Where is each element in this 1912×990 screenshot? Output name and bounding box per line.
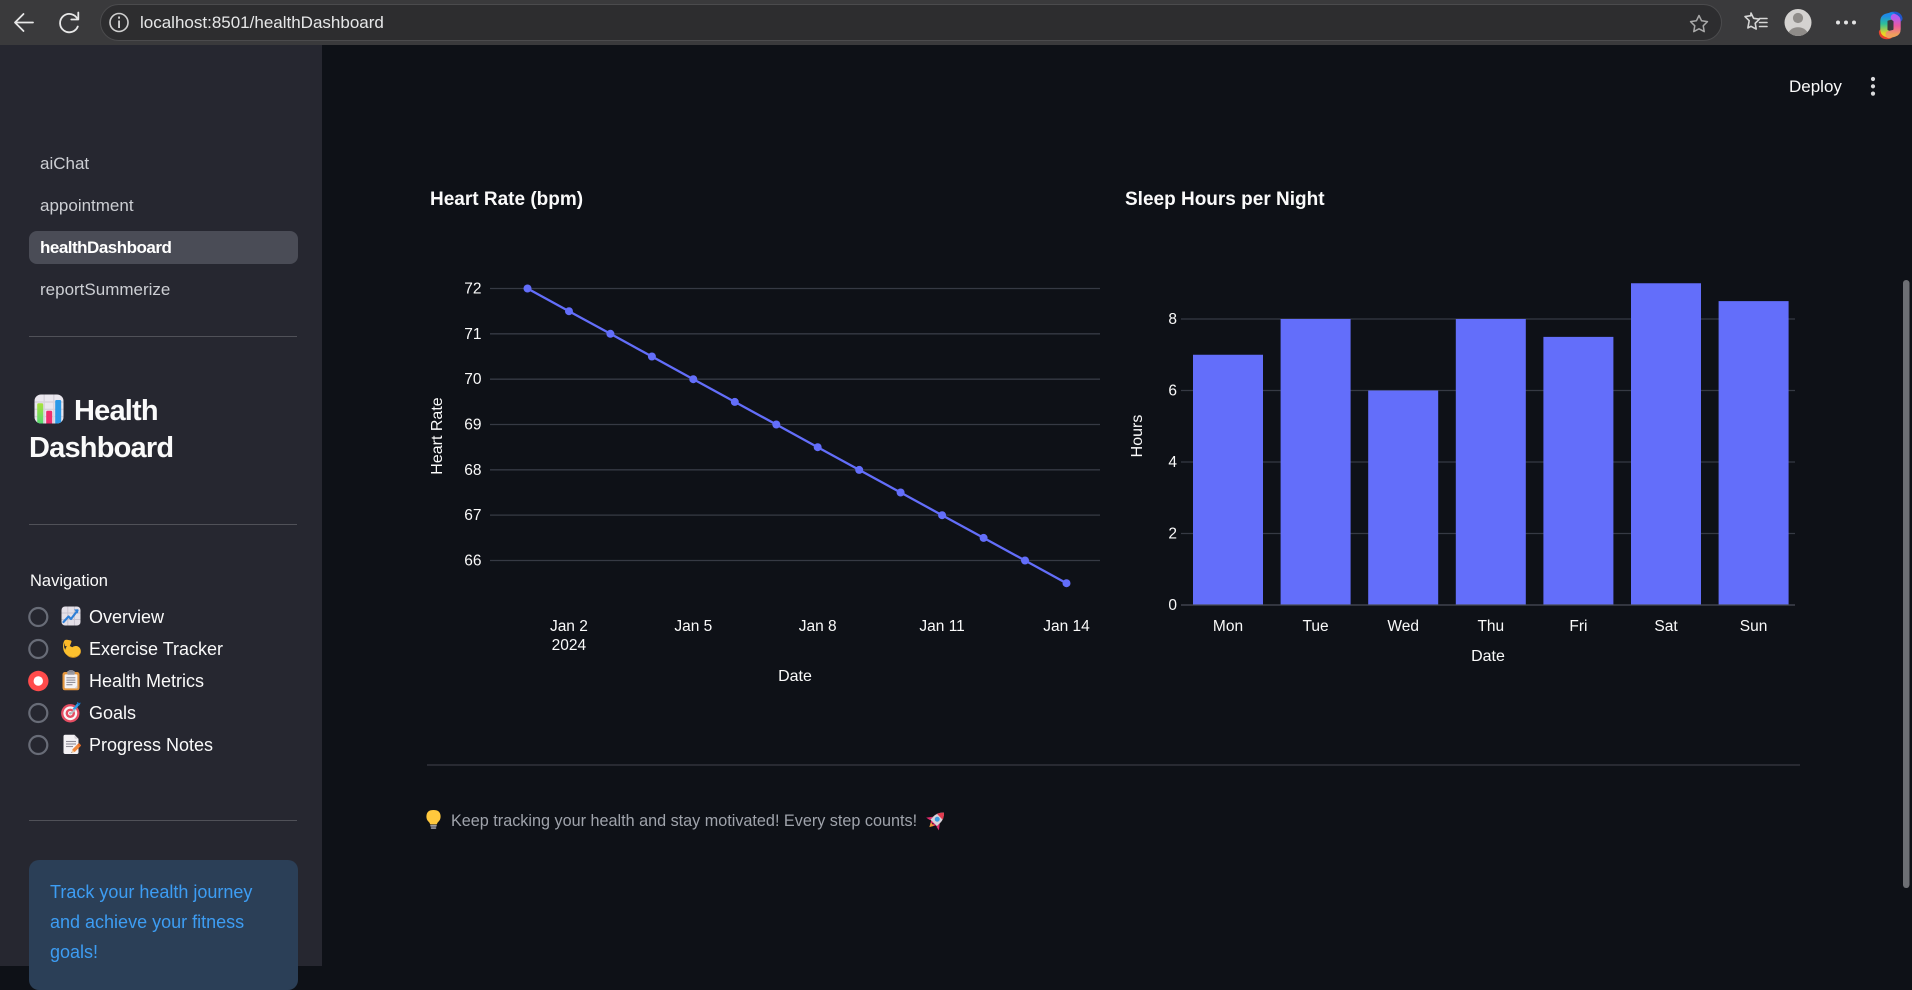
svg-text:6: 6 [1168, 383, 1177, 400]
svg-text:Jan 11: Jan 11 [919, 618, 964, 635]
svg-text:Sleep Hours per Night: Sleep Hours per Night [1125, 189, 1325, 210]
svg-text:Fri: Fri [1569, 618, 1587, 635]
svg-text:Heart Rate (bpm): Heart Rate (bpm) [430, 189, 583, 210]
svg-text:67: 67 [464, 507, 481, 524]
svg-text:4: 4 [1168, 454, 1177, 471]
svg-text:72: 72 [464, 281, 481, 298]
svg-text:68: 68 [464, 462, 481, 479]
svg-text:Date: Date [1471, 648, 1505, 665]
svg-text:Sat: Sat [1654, 618, 1678, 635]
svg-text:8: 8 [1168, 311, 1177, 328]
svg-text:Jan 2: Jan 2 [550, 618, 588, 635]
svg-text:Mon: Mon [1213, 618, 1243, 635]
svg-text:70: 70 [464, 371, 482, 388]
svg-text:Sun: Sun [1740, 618, 1768, 635]
svg-text:69: 69 [464, 417, 481, 434]
svg-text:Date: Date [778, 668, 812, 685]
svg-text:2024: 2024 [552, 637, 587, 654]
svg-text:Tue: Tue [1303, 618, 1329, 635]
svg-text:71: 71 [464, 326, 481, 343]
svg-text:Thu: Thu [1477, 618, 1504, 635]
svg-text:2: 2 [1168, 526, 1177, 543]
svg-text:Hours: Hours [1129, 415, 1146, 458]
svg-text:Jan 5: Jan 5 [674, 618, 712, 635]
svg-text:66: 66 [464, 553, 481, 570]
svg-text:0: 0 [1168, 597, 1177, 614]
svg-text:Heart Rate: Heart Rate [429, 397, 446, 474]
svg-text:Keep tracking your health and: Keep tracking your health and stay motiv… [451, 812, 917, 830]
svg-text:Deploy: Deploy [1789, 77, 1842, 96]
svg-text:Jan 8: Jan 8 [799, 618, 837, 635]
svg-text:Wed: Wed [1387, 618, 1419, 635]
svg-text:Jan 14: Jan 14 [1043, 618, 1090, 635]
